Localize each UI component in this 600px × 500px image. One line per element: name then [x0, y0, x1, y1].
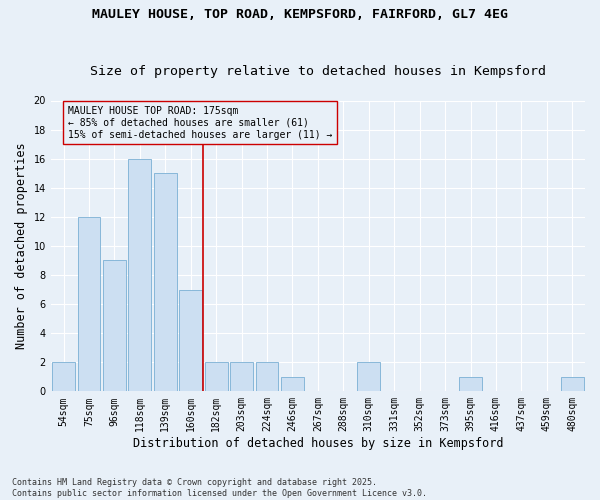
Bar	[77, 217, 100, 392]
Bar	[52, 362, 75, 392]
Bar	[230, 362, 253, 392]
Bar	[154, 173, 177, 392]
Bar	[256, 362, 278, 392]
Text: Contains HM Land Registry data © Crown copyright and database right 2025.
Contai: Contains HM Land Registry data © Crown c…	[12, 478, 427, 498]
X-axis label: Distribution of detached houses by size in Kempsford: Distribution of detached houses by size …	[133, 437, 503, 450]
Bar	[561, 377, 584, 392]
Bar	[103, 260, 126, 392]
Text: MAULEY HOUSE, TOP ROAD, KEMPSFORD, FAIRFORD, GL7 4EG: MAULEY HOUSE, TOP ROAD, KEMPSFORD, FAIRF…	[92, 8, 508, 20]
Y-axis label: Number of detached properties: Number of detached properties	[15, 142, 28, 349]
Bar	[205, 362, 227, 392]
Bar	[281, 377, 304, 392]
Bar	[358, 362, 380, 392]
Title: Size of property relative to detached houses in Kempsford: Size of property relative to detached ho…	[90, 66, 546, 78]
Bar	[128, 158, 151, 392]
Text: MAULEY HOUSE TOP ROAD: 175sqm
← 85% of detached houses are smaller (61)
15% of s: MAULEY HOUSE TOP ROAD: 175sqm ← 85% of d…	[68, 106, 332, 140]
Bar	[459, 377, 482, 392]
Bar	[179, 290, 202, 392]
